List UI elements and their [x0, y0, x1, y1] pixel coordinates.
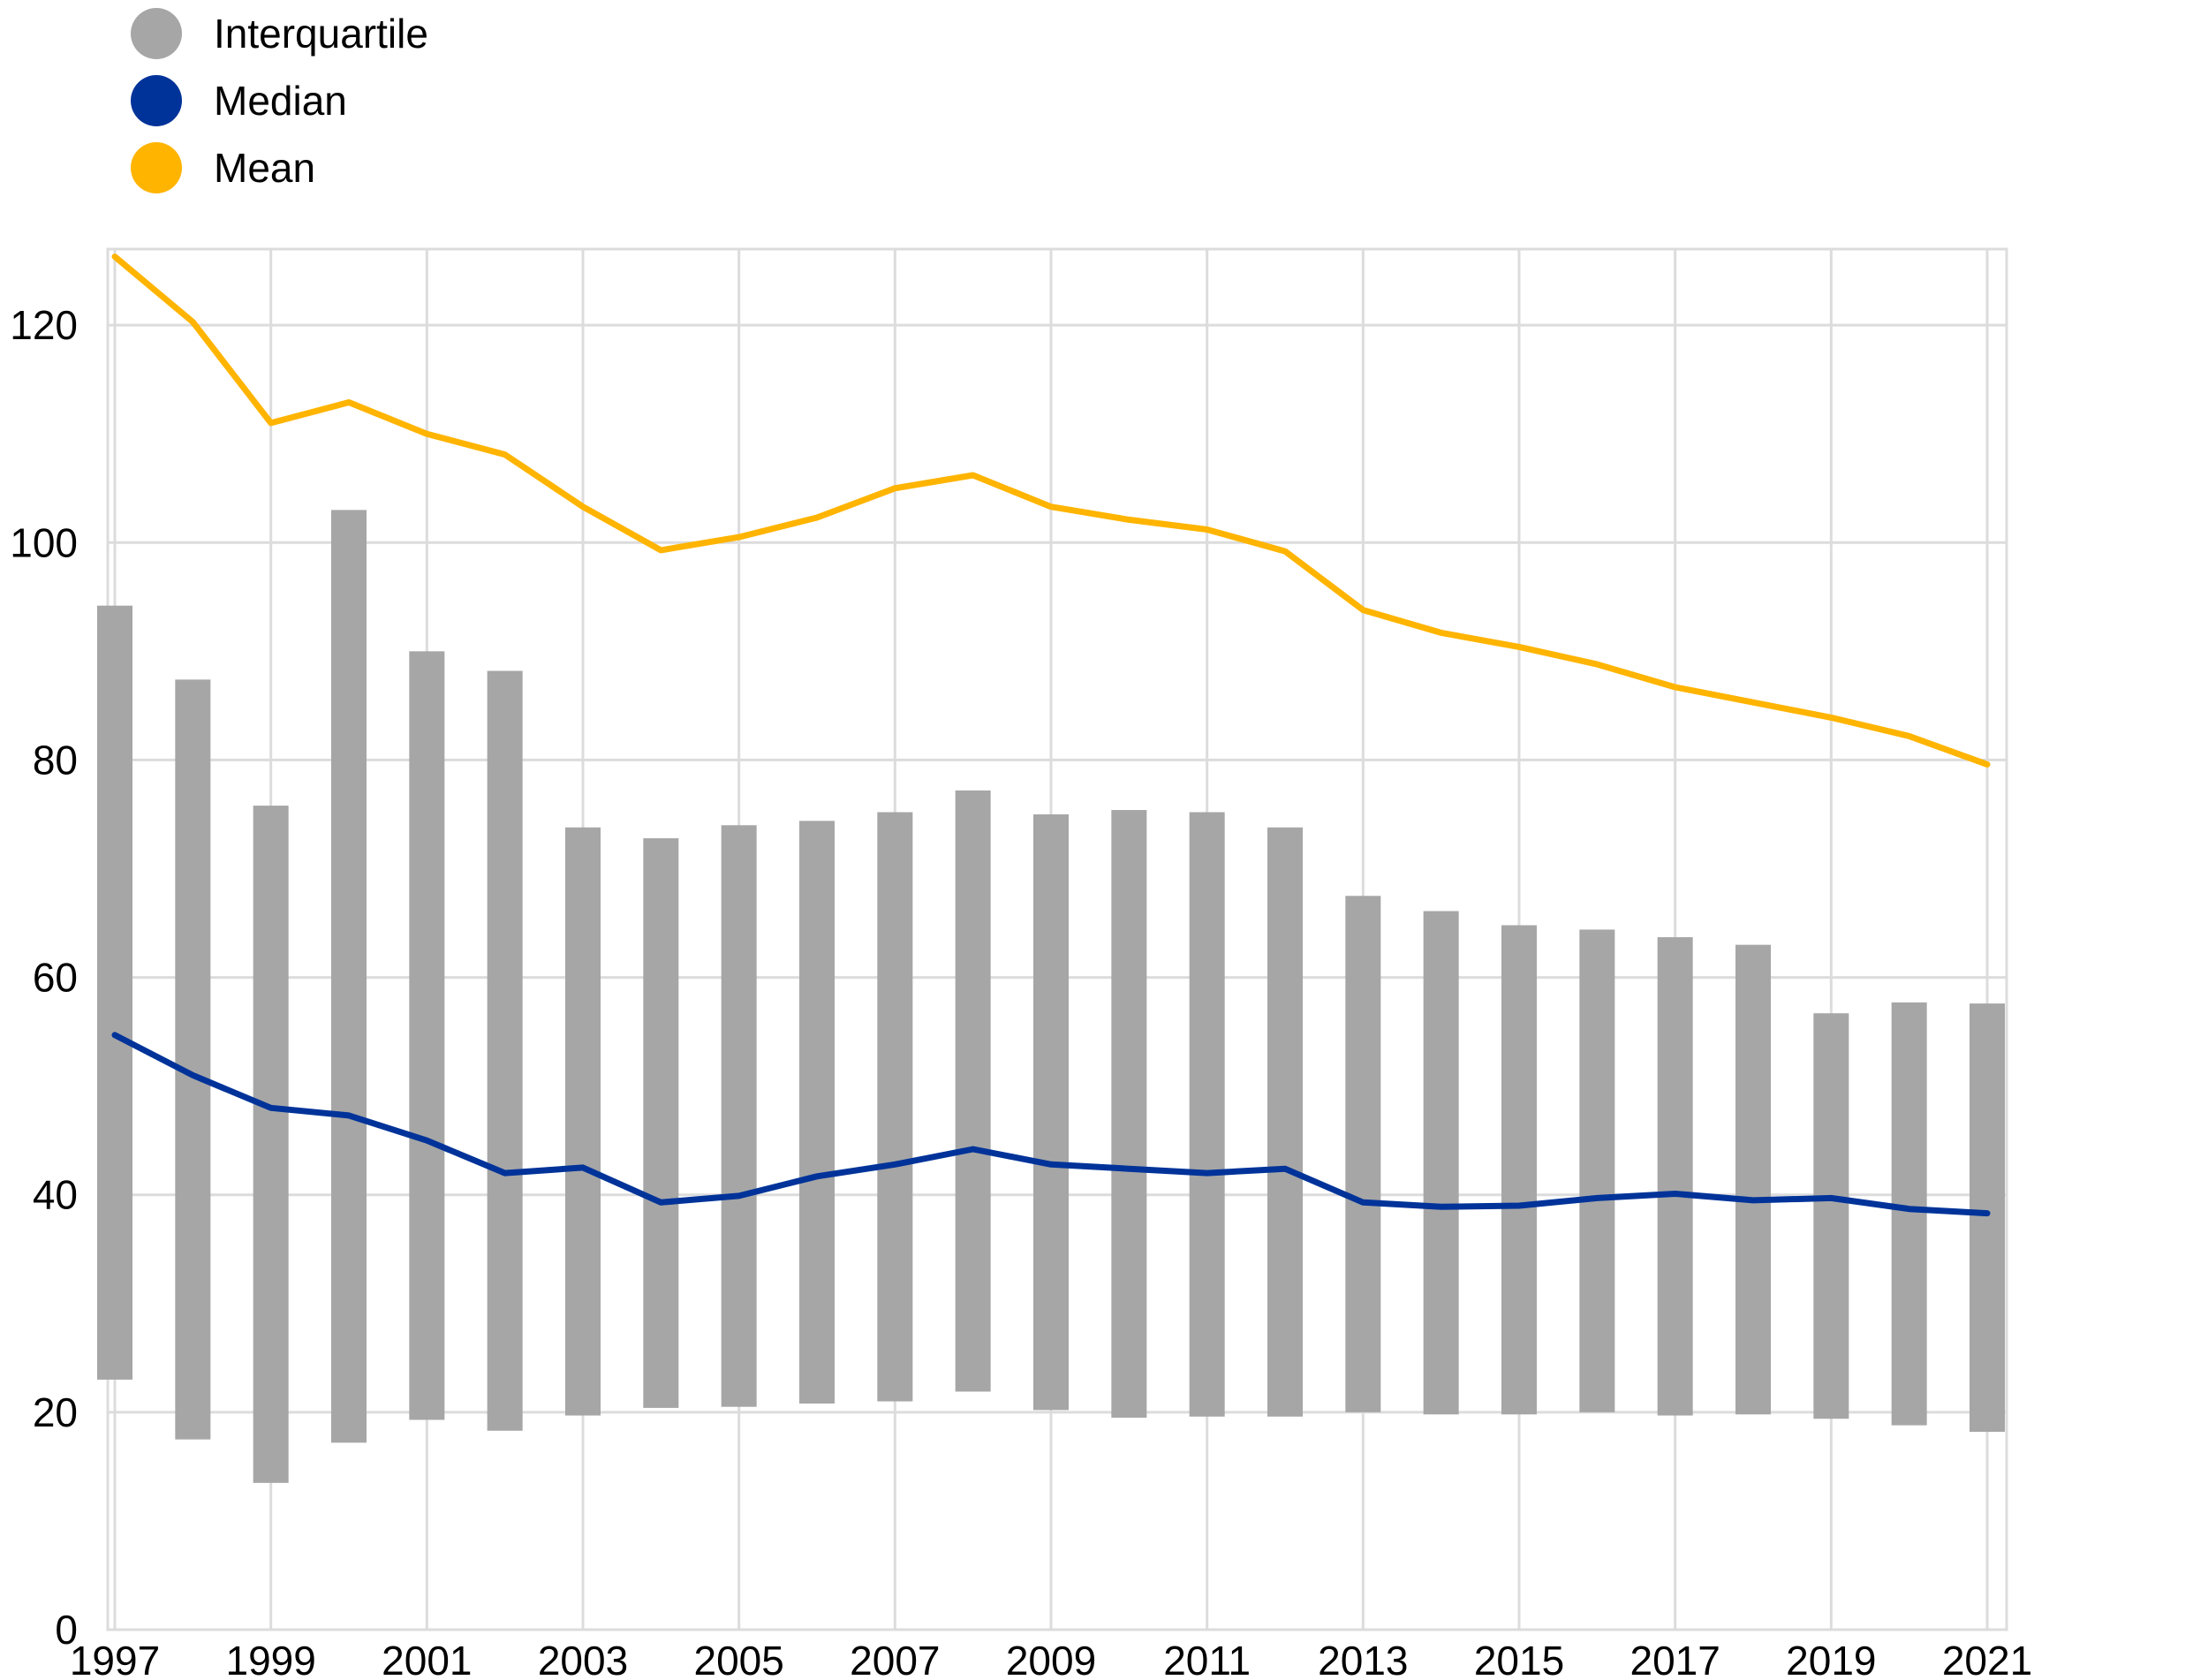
interquartile-bar-2011: [1189, 812, 1225, 1417]
median-legend-marker: [131, 75, 182, 126]
interquartile-bar-2006: [799, 821, 835, 1404]
y-tick-label: 80: [33, 737, 78, 783]
interquartile-bar-2013: [1345, 896, 1381, 1412]
x-tick-label: 2003: [538, 1638, 628, 1680]
y-tick-label: 40: [33, 1172, 78, 1218]
x-tick-label: 2015: [1474, 1638, 1564, 1680]
axes: 0 20 40 60 80 100 120 1997 1999 2001 2003 2005 2007 2…: [10, 302, 2032, 1680]
interquartile-bar-2008: [955, 790, 991, 1392]
interquartile-bar-2004: [643, 838, 679, 1408]
interquartile-legend-marker: [131, 8, 182, 59]
interquartile-bar-1999: [253, 806, 289, 1483]
interquartile-bar-2005: [721, 825, 757, 1407]
interquartile-bar-2017: [1657, 937, 1693, 1416]
x-tick-label: 2017: [1630, 1638, 1720, 1680]
legend: Interquartile Median Mean: [131, 8, 428, 193]
x-tick-label: 2005: [693, 1638, 783, 1680]
x-tick-label: 2013: [1318, 1638, 1408, 1680]
x-tick-label: 2009: [1006, 1638, 1096, 1680]
interquartile-bar-2016: [1579, 929, 1615, 1412]
interquartile-bar-2015: [1501, 925, 1537, 1415]
x-tick-label: 2001: [382, 1638, 472, 1680]
x-tick-label: 2011: [1163, 1638, 1251, 1680]
interquartile-bar-2014: [1423, 911, 1459, 1415]
interquartile-bar-2018: [1735, 944, 1771, 1415]
interquartile-bar-2010: [1111, 810, 1147, 1419]
interquartile-bar-1997: [97, 605, 132, 1380]
x-tick-label: 2021: [1942, 1638, 2032, 1680]
x-tick-label: 2007: [850, 1638, 940, 1680]
y-tick-label: 0: [55, 1607, 78, 1653]
median-line: [111, 1032, 1991, 1217]
mean-legend-label: Mean: [214, 145, 315, 191]
interquartile-bar-2000: [331, 510, 367, 1443]
interquartile-bar-2007: [877, 812, 913, 1402]
interquartile-bar-2001: [409, 651, 445, 1420]
interquartile-bar-2020: [1891, 1002, 1927, 1426]
interquartile-bar-2012: [1267, 827, 1303, 1417]
mean-legend-marker: [131, 142, 182, 193]
x-tick-label: 1997: [70, 1638, 160, 1680]
y-tick-label: 60: [33, 955, 78, 1001]
interquartile-bar-2019: [1813, 1013, 1849, 1419]
interquartile-bar-2021: [1970, 1003, 2005, 1433]
x-tick-label: 1999: [225, 1638, 315, 1680]
x-tick-label: 2019: [1786, 1638, 1876, 1680]
interquartile-bar-2003: [565, 827, 601, 1416]
y-tick-label: 100: [10, 519, 78, 565]
interquartile-bar-2009: [1033, 814, 1069, 1411]
interquartile-bar-1998: [175, 679, 211, 1440]
y-tick-label: 120: [10, 302, 78, 348]
series-lines: [111, 254, 1991, 1217]
interquartile-bars: [97, 510, 2005, 1483]
mean-line: [111, 254, 1991, 768]
median-legend-label: Median: [214, 78, 347, 124]
interquartile-legend-label: Interquartile: [214, 11, 428, 57]
y-tick-label: 20: [33, 1389, 78, 1435]
interquartile-bar-2002: [487, 670, 523, 1431]
